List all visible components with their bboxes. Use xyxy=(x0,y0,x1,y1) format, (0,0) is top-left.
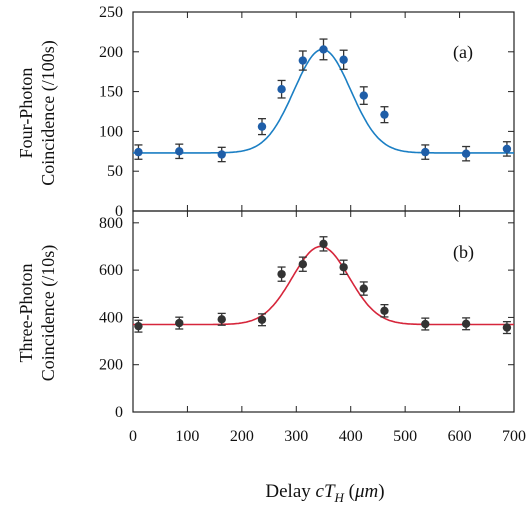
x-tick-label: 500 xyxy=(393,428,417,445)
data-point-a xyxy=(319,45,328,54)
data-point-b xyxy=(380,306,389,315)
y-axis-label-b-line2: Coincidence (/10s) xyxy=(38,245,59,381)
data-point-b xyxy=(277,269,286,279)
y-tick-label-b: 0 xyxy=(115,404,123,421)
data-point-a xyxy=(257,122,267,131)
data-point-a xyxy=(461,149,471,158)
data-point-b xyxy=(359,284,368,293)
data-point-a xyxy=(359,91,368,100)
data-point-b xyxy=(298,260,308,269)
panel-b: 0 200 400 600 800 xyxy=(99,210,515,421)
y-tick-label-a: 50 xyxy=(107,163,123,180)
x-tick-label: 700 xyxy=(502,428,526,445)
y-axis-label-a-line1: Four-Photon xyxy=(16,68,36,159)
data-point-a xyxy=(175,147,184,156)
data-point-a xyxy=(421,147,430,157)
y-tick-label-b: 600 xyxy=(99,262,123,279)
panel-b-label: (b) xyxy=(453,242,474,263)
data-point-a xyxy=(298,56,308,65)
data-point-a xyxy=(339,55,348,64)
data-point-b xyxy=(339,263,348,272)
data-point-a xyxy=(502,144,512,154)
x-axis-label-sub: H xyxy=(334,490,345,505)
x-axis-label-unit-open: ( xyxy=(344,481,355,502)
data-point-b xyxy=(217,315,226,324)
data-point-a xyxy=(380,110,389,119)
x-axis-label-var: cT xyxy=(316,481,336,502)
y-tick-label-a: 250 xyxy=(99,4,123,21)
x-axis-label: Delay cTH (μm) xyxy=(265,481,384,505)
data-point-b xyxy=(502,323,512,332)
data-point-b xyxy=(257,315,267,324)
y-tick-label-a: 100 xyxy=(99,123,123,140)
plot-frame-b xyxy=(132,210,515,413)
x-tick-label: 300 xyxy=(284,428,308,445)
y-tick-label-a: 200 xyxy=(99,44,123,61)
y-tick-label-b: 400 xyxy=(99,309,123,326)
y-tick-label-a: 150 xyxy=(99,84,123,101)
data-point-b xyxy=(175,318,184,328)
panel-a: 0 50 100 150 200 250 xyxy=(99,4,515,220)
y-tick-label-b: 800 xyxy=(99,215,123,232)
x-tick-label: 0 xyxy=(129,428,137,445)
x-axis-label-unit-close: ) xyxy=(378,481,384,502)
x-tick-label: 400 xyxy=(339,428,363,445)
data-point-b xyxy=(319,239,328,249)
x-axis-label-prefix: Delay xyxy=(265,481,315,502)
x-tick-label: 100 xyxy=(175,428,199,445)
y-tick-label-a: 0 xyxy=(115,203,123,220)
data-point-b xyxy=(421,319,430,329)
panel-a-label: (a) xyxy=(453,42,473,63)
fit-curve-a xyxy=(133,48,514,154)
y-tick-label-b: 200 xyxy=(99,357,123,374)
data-point-a xyxy=(217,150,226,159)
x-tick-labels: 0 100 200 300 400 500 600 700 xyxy=(129,428,526,445)
data-point-a xyxy=(277,85,286,94)
x-axis-label-unit: μm xyxy=(354,481,378,502)
x-tick-label: 600 xyxy=(448,428,472,445)
data-point-b xyxy=(134,321,143,331)
y-axis-label-b-line1: Three-Photon xyxy=(16,264,36,363)
data-point-b xyxy=(461,319,471,328)
x-tick-label: 200 xyxy=(230,428,254,445)
data-point-a xyxy=(134,147,143,157)
y-axis-label-a-line2: Coincidence (/100s) xyxy=(38,40,59,185)
